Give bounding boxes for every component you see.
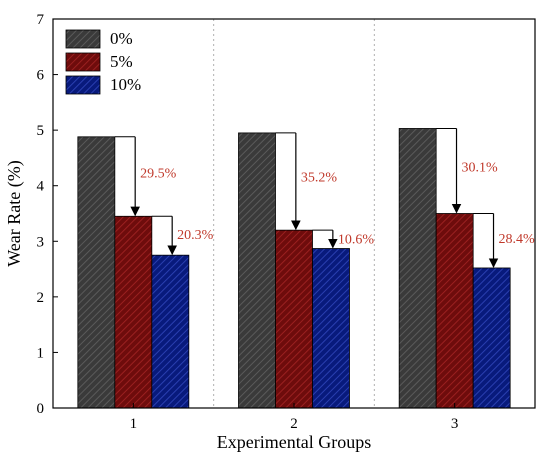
- reduction-label: 30.1%: [462, 161, 499, 176]
- legend-label: 0%: [110, 29, 133, 48]
- legend-label: 10%: [110, 75, 141, 94]
- bar-10pct-group-3: [472, 267, 511, 409]
- bar-5pct-group-1: [114, 215, 153, 409]
- legend-label: 5%: [110, 52, 133, 71]
- y-tick-label: 7: [37, 12, 45, 28]
- bar-10pct-group-2: [312, 248, 350, 409]
- y-tick-label: 2: [37, 290, 45, 306]
- x-tick-label: 3: [451, 416, 459, 432]
- y-tick-label: 6: [37, 68, 45, 84]
- reduction-label: 29.5%: [140, 167, 177, 182]
- legend: 0% 5% 10%: [65, 29, 141, 95]
- bar-10pct-group-1: [151, 254, 190, 409]
- y-axis-ticks: 0 1 2 3 4 5 6 7: [37, 12, 58, 417]
- bar-0pct-group-3: [398, 128, 437, 409]
- reduction-label: 10.6%: [338, 232, 375, 247]
- legend-swatch: [65, 75, 101, 95]
- bars: [77, 128, 511, 409]
- annotations: 29.5% 20.3% 35.2% 10.6% 30.1% 28.4%: [114, 127, 536, 268]
- bar-5pct-group-2: [275, 229, 313, 409]
- bar-5pct-group-3: [435, 213, 474, 409]
- reduction-label: 20.3%: [177, 228, 214, 243]
- y-tick-label: 1: [37, 345, 45, 361]
- y-tick-label: 3: [37, 234, 45, 250]
- y-tick-label: 5: [37, 123, 45, 139]
- y-axis-title: Wear Rate (%): [4, 160, 25, 267]
- x-tick-label: 1: [130, 416, 138, 432]
- y-tick-label: 4: [37, 179, 45, 195]
- legend-swatch: [65, 52, 101, 72]
- y-tick-label: 0: [37, 401, 45, 417]
- bar-0pct-group-1: [77, 136, 116, 409]
- x-axis-title: Experimental Groups: [217, 432, 371, 452]
- reduction-label: 28.4%: [499, 232, 536, 247]
- x-axis-ticks: 1 2 3: [130, 403, 459, 432]
- x-tick-label: 2: [290, 416, 298, 432]
- bar-0pct-group-2: [238, 132, 276, 409]
- legend-swatch: [65, 29, 101, 49]
- reduction-label: 35.2%: [301, 171, 338, 186]
